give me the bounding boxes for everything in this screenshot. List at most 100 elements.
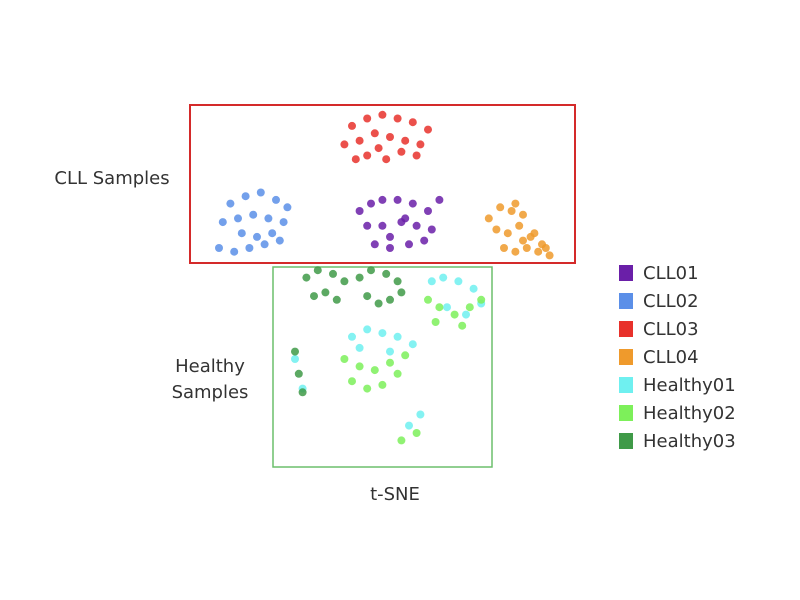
point bbox=[427, 225, 436, 234]
legend-label: Healthy02 bbox=[643, 403, 736, 424]
point bbox=[534, 247, 543, 256]
point bbox=[348, 332, 356, 341]
point bbox=[275, 236, 284, 245]
point bbox=[538, 240, 546, 249]
point bbox=[462, 310, 470, 319]
point bbox=[386, 133, 394, 141]
point bbox=[397, 288, 406, 297]
point bbox=[393, 114, 402, 123]
point bbox=[340, 355, 349, 363]
point bbox=[526, 232, 535, 241]
point bbox=[226, 199, 235, 208]
point bbox=[374, 299, 383, 308]
point bbox=[355, 343, 364, 352]
point bbox=[348, 377, 356, 386]
point bbox=[519, 236, 527, 245]
point bbox=[234, 214, 242, 223]
point bbox=[386, 358, 394, 367]
point bbox=[363, 114, 372, 123]
point bbox=[245, 244, 254, 252]
point bbox=[401, 214, 410, 223]
legend-swatch bbox=[619, 321, 633, 337]
point bbox=[420, 236, 429, 245]
point bbox=[218, 218, 227, 227]
point bbox=[492, 225, 501, 234]
point bbox=[511, 199, 520, 208]
legend-label: Healthy01 bbox=[643, 375, 736, 396]
point bbox=[412, 221, 421, 230]
point bbox=[291, 347, 299, 356]
point bbox=[378, 221, 387, 230]
point bbox=[408, 118, 417, 127]
point bbox=[386, 295, 394, 304]
point bbox=[393, 369, 402, 378]
legend-label: CLL02 bbox=[643, 291, 699, 312]
point bbox=[355, 207, 364, 215]
legend-swatch bbox=[619, 405, 633, 421]
point bbox=[374, 144, 383, 153]
legend-label: Healthy03 bbox=[643, 431, 736, 452]
point bbox=[522, 244, 531, 252]
point bbox=[424, 125, 432, 134]
point bbox=[329, 269, 337, 278]
point bbox=[484, 214, 493, 223]
point bbox=[355, 136, 364, 145]
point bbox=[416, 410, 425, 419]
legend-swatch bbox=[619, 293, 633, 309]
point bbox=[500, 244, 508, 252]
point bbox=[439, 273, 448, 282]
legend-label: CLL03 bbox=[643, 319, 699, 340]
point bbox=[363, 325, 372, 334]
point bbox=[237, 229, 246, 238]
point bbox=[283, 203, 292, 212]
point bbox=[431, 318, 440, 326]
point bbox=[310, 292, 318, 301]
annotation: CLL Samples bbox=[54, 168, 170, 189]
point bbox=[378, 195, 387, 204]
point bbox=[443, 303, 451, 312]
point bbox=[405, 240, 413, 249]
point bbox=[355, 273, 364, 282]
point bbox=[458, 321, 467, 330]
point bbox=[370, 240, 379, 249]
point bbox=[469, 284, 478, 293]
point bbox=[382, 155, 391, 164]
point bbox=[298, 388, 307, 397]
point bbox=[294, 369, 303, 378]
point bbox=[408, 340, 417, 349]
point bbox=[253, 232, 261, 241]
point bbox=[260, 240, 269, 249]
point bbox=[405, 421, 413, 430]
point bbox=[370, 366, 379, 375]
legend-label: CLL01 bbox=[643, 263, 699, 284]
point bbox=[363, 292, 372, 301]
point bbox=[545, 251, 554, 260]
point bbox=[393, 277, 402, 286]
point bbox=[363, 384, 372, 393]
point bbox=[515, 221, 524, 230]
point bbox=[397, 436, 406, 445]
point bbox=[367, 266, 375, 275]
point bbox=[256, 188, 265, 197]
point bbox=[416, 140, 425, 149]
point bbox=[386, 232, 394, 241]
legend-label: CLL04 bbox=[643, 347, 699, 368]
point bbox=[382, 269, 391, 278]
point bbox=[386, 244, 394, 252]
point bbox=[393, 195, 402, 204]
x-axis-label: t-SNE bbox=[370, 484, 420, 505]
point bbox=[511, 247, 520, 256]
point bbox=[393, 332, 402, 341]
point bbox=[454, 277, 463, 286]
point bbox=[435, 195, 444, 204]
annotation: Healthy Samples bbox=[171, 356, 249, 403]
point bbox=[291, 355, 299, 363]
point bbox=[302, 273, 311, 282]
legend-swatch bbox=[619, 433, 633, 449]
point bbox=[351, 155, 360, 164]
point bbox=[412, 151, 421, 160]
point bbox=[507, 207, 516, 215]
point bbox=[424, 207, 432, 215]
